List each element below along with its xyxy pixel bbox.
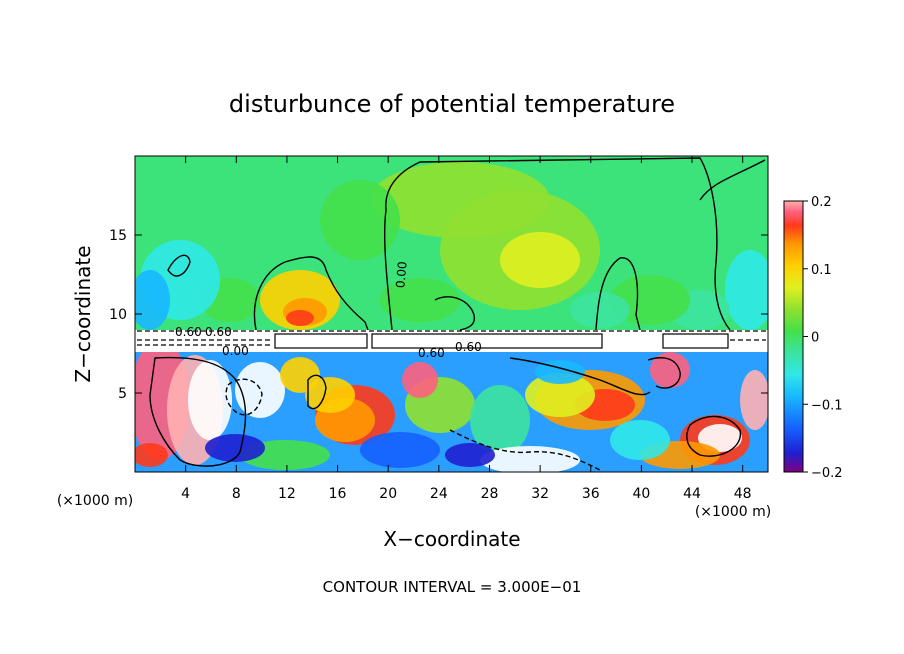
colorbar-ticks: 0.2 0.1 0 −0.1 −0.2	[803, 195, 843, 481]
contour-line	[647, 357, 681, 389]
field-blob	[286, 310, 314, 326]
y-tick-label: 15	[109, 228, 127, 244]
contour-line	[595, 257, 641, 331]
contour-label: 0.60	[175, 325, 202, 339]
contour-line	[509, 357, 651, 396]
field-blob	[380, 278, 460, 322]
field-blob	[320, 180, 400, 260]
contour-labels: 0.60 0.60 0.00 0.60 0.60 0.00	[175, 261, 482, 360]
field-blob	[402, 362, 438, 398]
contour-label: 0.60	[418, 346, 445, 360]
x-tick-label: 24	[430, 486, 448, 502]
contour-line	[253, 256, 369, 331]
x-tick-label: 32	[531, 486, 549, 502]
field-blob	[698, 424, 742, 452]
field-blob	[445, 443, 495, 467]
contour-line	[434, 296, 476, 331]
contour-interval-footer: CONTOUR INTERVAL = 3.000E−01	[323, 578, 582, 596]
contour-lines	[149, 157, 766, 471]
field-blob	[610, 275, 690, 325]
x-unit-label-left: (×1000 m)	[57, 493, 133, 509]
contour-line	[686, 415, 742, 457]
field-blob	[305, 377, 355, 413]
x-tick-label: 4	[181, 486, 190, 502]
x-tick-label: 16	[329, 486, 347, 502]
inversion-band-outline	[662, 333, 729, 349]
inversion-band-outline	[274, 333, 368, 349]
field-blob	[470, 385, 530, 455]
colorbar-tick-label: 0.1	[811, 263, 832, 278]
field-blob	[740, 370, 768, 430]
colorbar-tick-label: 0	[811, 331, 819, 346]
colorbar: 0.2 0.1 0 −0.1 −0.2	[783, 195, 843, 481]
contour-label: 0.60	[205, 325, 232, 339]
x-axis-title: X−coordinate	[383, 527, 520, 551]
field-blob	[280, 357, 320, 393]
field-blob	[725, 250, 768, 330]
field-blob	[480, 446, 580, 472]
x-tick-label: 36	[582, 486, 600, 502]
field-blob	[205, 434, 265, 462]
x-tick-label: 12	[278, 486, 296, 502]
x-tick-label: 48	[734, 486, 752, 502]
heatmap-field: 0.60 0.60 0.00 0.60 0.60 0.00	[135, 156, 768, 472]
x-tick-label: 40	[632, 486, 650, 502]
chart-title: disturbunce of potential temperature	[229, 90, 675, 118]
x-tick-label: 8	[232, 486, 241, 502]
contour-label: 0.00	[222, 344, 249, 358]
contour-line	[307, 374, 327, 410]
field-blob	[360, 432, 440, 468]
x-axis: 4 8 12 16 20 24 28 32 36 40 44 48	[181, 156, 752, 502]
colorbar-gradient	[783, 200, 804, 473]
contour-line	[167, 254, 191, 277]
x-tick-label: 28	[481, 486, 499, 502]
inversion-band-outline	[371, 333, 603, 349]
contour-line	[699, 159, 766, 201]
colorbar-tick-label: −0.2	[811, 466, 843, 481]
contour-line	[225, 378, 263, 416]
contour-line	[149, 356, 247, 467]
field-blob	[370, 162, 550, 238]
x-tick-label: 44	[683, 486, 701, 502]
field-blob	[535, 360, 585, 384]
inversion-band	[135, 330, 768, 352]
field-blob	[570, 292, 630, 328]
contour-line	[384, 157, 731, 331]
inversion-band-white	[135, 330, 768, 352]
y-axis: 5 10 15	[109, 228, 768, 402]
field-blob	[610, 420, 670, 460]
contour-label: 0.00	[393, 261, 409, 289]
field-blobs	[135, 162, 768, 472]
field-blob	[135, 443, 168, 467]
colorbar-tick-label: −0.1	[811, 398, 843, 413]
y-tick-label: 10	[109, 307, 127, 323]
inversion-band-dashes	[137, 330, 766, 346]
field-blob	[135, 270, 170, 330]
x-tick-label: 20	[379, 486, 397, 502]
colorbar-tick-label: 0.2	[811, 195, 832, 210]
field-blob	[235, 362, 285, 418]
x-unit-label-right: (×1000 m)	[695, 504, 771, 520]
field-blob	[188, 360, 232, 440]
field-blob	[525, 373, 595, 417]
y-axis-title: Z−coordinate	[71, 245, 95, 382]
contour-label: 0.60	[455, 340, 482, 354]
y-tick-label: 5	[118, 386, 127, 402]
field-blob	[500, 232, 580, 288]
contour-line	[449, 429, 601, 471]
